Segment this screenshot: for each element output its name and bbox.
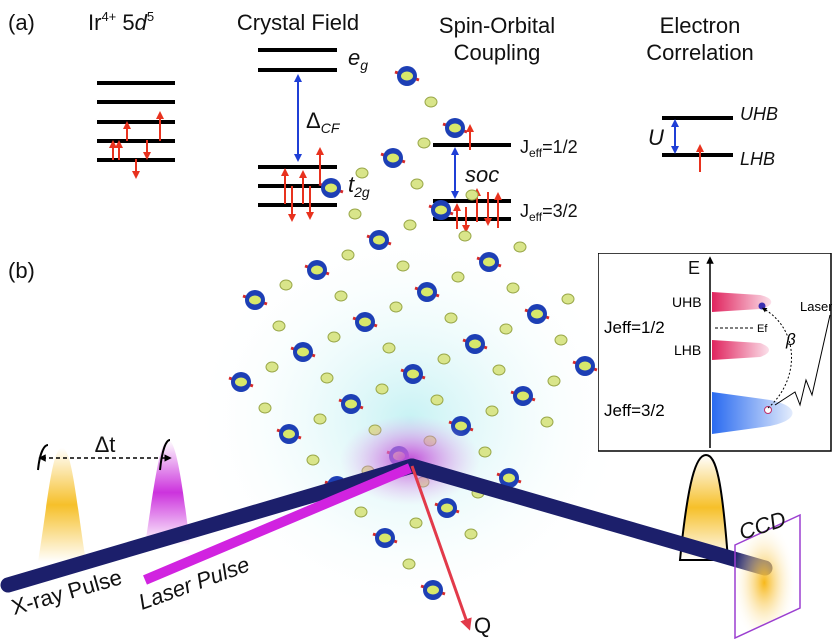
oxygen bbox=[500, 324, 512, 334]
oxygen bbox=[445, 313, 457, 323]
column-title: Electron bbox=[660, 13, 741, 38]
iridium-core bbox=[427, 586, 439, 595]
delay-label: Δt bbox=[95, 432, 116, 457]
oxygen bbox=[280, 280, 292, 290]
inset: E UHB LHB Jeff=1/2 Jeff=3/2 Ef β Laser bbox=[598, 253, 832, 451]
level-label: LHB bbox=[740, 149, 775, 169]
iridium-core bbox=[387, 154, 399, 163]
q-label: Q bbox=[474, 613, 491, 638]
oxygen bbox=[452, 272, 464, 282]
iridium-core bbox=[579, 362, 591, 371]
oxygen bbox=[425, 97, 437, 107]
oxygen bbox=[355, 507, 367, 517]
oxygen bbox=[314, 414, 326, 424]
oxygen bbox=[335, 291, 347, 301]
iridium-core bbox=[503, 474, 515, 483]
gap-label: soc bbox=[465, 162, 499, 187]
iridium-core bbox=[401, 72, 413, 81]
oxygen bbox=[465, 529, 477, 539]
iridium-core bbox=[283, 430, 295, 439]
oxygen bbox=[486, 406, 498, 416]
iridium-core bbox=[517, 392, 529, 401]
xray-pulse bbox=[38, 448, 86, 562]
oxygen bbox=[321, 373, 333, 383]
oxygen bbox=[438, 354, 450, 364]
iridium-core bbox=[435, 206, 447, 215]
band-label: Jeff=3/2 bbox=[604, 401, 665, 420]
fermi-label: Ef bbox=[757, 323, 768, 335]
oxygen bbox=[418, 138, 430, 148]
iridium-core bbox=[311, 266, 323, 275]
iridium-core bbox=[345, 400, 357, 409]
oxygen bbox=[390, 302, 402, 312]
oxygen bbox=[273, 321, 285, 331]
oxygen bbox=[411, 179, 423, 189]
iridium-core bbox=[379, 534, 391, 543]
laser-label: Laser bbox=[800, 299, 832, 314]
gap-label: ΔCF bbox=[306, 108, 341, 136]
iridium-core bbox=[373, 236, 385, 245]
oxygen bbox=[479, 447, 491, 457]
iridium-core bbox=[297, 348, 309, 357]
oxygen bbox=[541, 417, 553, 427]
iridium-core bbox=[483, 258, 495, 267]
oxygen bbox=[555, 335, 567, 345]
iridium-core bbox=[421, 288, 433, 297]
oxygen bbox=[404, 220, 416, 230]
column-title: Correlation bbox=[646, 40, 754, 65]
level-label: UHB bbox=[740, 104, 778, 124]
electron bbox=[759, 303, 766, 310]
iridium-core bbox=[249, 296, 261, 305]
oxygen bbox=[307, 455, 319, 465]
level-label: Jeff=1/2 bbox=[520, 137, 578, 160]
oxygen bbox=[466, 190, 478, 200]
oxygen bbox=[459, 231, 471, 241]
oxygen bbox=[403, 559, 415, 569]
column-title: Crystal Field bbox=[237, 10, 359, 35]
oxygen bbox=[548, 376, 560, 386]
oxygen bbox=[514, 242, 526, 252]
iridium-core bbox=[359, 318, 371, 327]
oxygen bbox=[328, 332, 340, 342]
oxygen bbox=[356, 168, 368, 178]
column-title: Spin-Orbital bbox=[439, 13, 555, 38]
oxygen bbox=[383, 343, 395, 353]
oxygen bbox=[431, 395, 443, 405]
level-label: eg bbox=[348, 45, 368, 73]
iridium-core bbox=[531, 310, 543, 319]
oxygen bbox=[376, 384, 388, 394]
band-label: UHB bbox=[672, 294, 702, 310]
iridium-core bbox=[235, 378, 247, 387]
oxygen bbox=[562, 294, 574, 304]
axis-label: E bbox=[688, 258, 700, 278]
figure: (a) Ir4+ 5d5 Crystal Field Spin-Orbital … bbox=[0, 0, 832, 639]
gap-label: U bbox=[648, 125, 664, 150]
band-label: LHB bbox=[674, 342, 701, 358]
beta-label: β bbox=[785, 330, 796, 349]
oxygen bbox=[397, 261, 409, 271]
iridium-core bbox=[325, 184, 337, 193]
column-title: Coupling bbox=[454, 40, 541, 65]
oxygen bbox=[493, 365, 505, 375]
oxygen bbox=[266, 362, 278, 372]
iridium-core bbox=[469, 340, 481, 349]
iridium-core bbox=[449, 124, 461, 133]
oxygen bbox=[349, 209, 361, 219]
level-label: Jeff=3/2 bbox=[520, 201, 578, 224]
iridium-core bbox=[407, 370, 419, 379]
column-title: Ir4+ 5d5 bbox=[88, 9, 154, 35]
band-label: Jeff=1/2 bbox=[604, 318, 665, 337]
oxygen bbox=[259, 403, 271, 413]
panel-label: (b) bbox=[8, 258, 35, 283]
oxygen bbox=[410, 518, 422, 528]
spin-arrows bbox=[113, 115, 700, 229]
oxygen bbox=[342, 250, 354, 260]
iridium-core bbox=[441, 504, 453, 513]
oxygen bbox=[507, 283, 519, 293]
panel-label: (a) bbox=[8, 10, 35, 35]
